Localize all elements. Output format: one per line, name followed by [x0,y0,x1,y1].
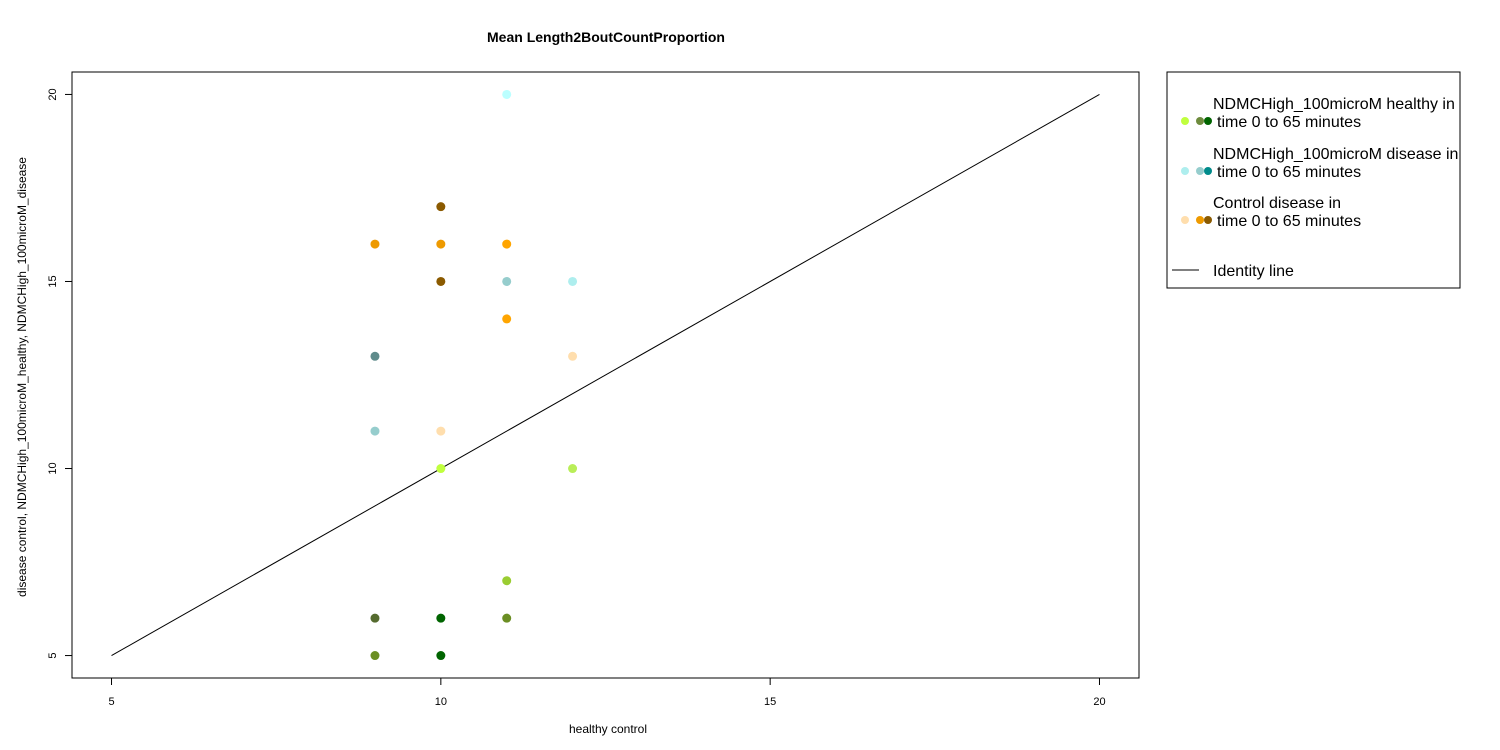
legend-identity-label: Identity line [1213,263,1294,280]
data-point [502,613,512,623]
data-point [436,651,446,661]
legend-swatch [1181,167,1189,175]
data-point [436,426,446,436]
legend-label-line2: time 0 to 65 minutes [1217,164,1361,181]
legend-box [1166,71,1461,289]
x-axis: 5 10 15 20 [108,677,1106,708]
data-point [370,426,380,436]
legend-swatch [1181,216,1189,224]
data-point [370,613,380,623]
legend-swatch [1204,117,1212,125]
x-tick-label: 10 [435,696,447,708]
data-point [370,239,380,249]
data-points [370,89,578,661]
x-tick-label: 20 [1093,696,1105,708]
legend-label-line1: Control disease in [1213,195,1341,212]
data-point [502,314,512,324]
y-tick-label: 15 [47,275,59,287]
chart-title: Mean Length2BoutCountProportion [487,29,725,45]
data-point [568,276,578,286]
legend-swatch [1196,167,1204,175]
y-tick-label: 5 [47,652,59,658]
data-point [502,239,512,249]
x-tick-label: 5 [108,696,114,708]
data-point [502,89,512,99]
data-point [436,239,446,249]
legend-swatch [1204,216,1212,224]
legend-label-line1: NDMCHigh_100microM disease in [1213,146,1458,163]
data-point [502,576,512,586]
data-point [436,276,446,286]
y-tick-label: 20 [47,88,59,100]
legend-swatch [1196,216,1204,224]
data-point [370,651,380,661]
x-tick-label: 15 [764,696,776,708]
data-point [502,276,512,286]
legend-label-line1: NDMCHigh_100microM healthy in [1213,96,1455,113]
data-point [436,464,446,474]
data-point [568,351,578,361]
data-point [436,613,446,623]
data-point [568,464,578,474]
legend-label-line2: time 0 to 65 minutes [1217,114,1361,131]
identity-line [111,94,1100,656]
legend-swatch [1181,117,1189,125]
y-tick-label: 10 [47,462,59,474]
x-axis-label: healthy control [569,722,647,736]
data-point [370,351,380,361]
legend-label-line2: time 0 to 65 minutes [1217,213,1361,230]
y-axis: 5 10 15 20 [47,88,73,659]
y-axis-label: disease control, NDMCHigh_100microM_heal… [15,157,29,597]
data-point [436,202,446,212]
legend-swatch [1204,167,1212,175]
legend-swatch [1196,117,1204,125]
